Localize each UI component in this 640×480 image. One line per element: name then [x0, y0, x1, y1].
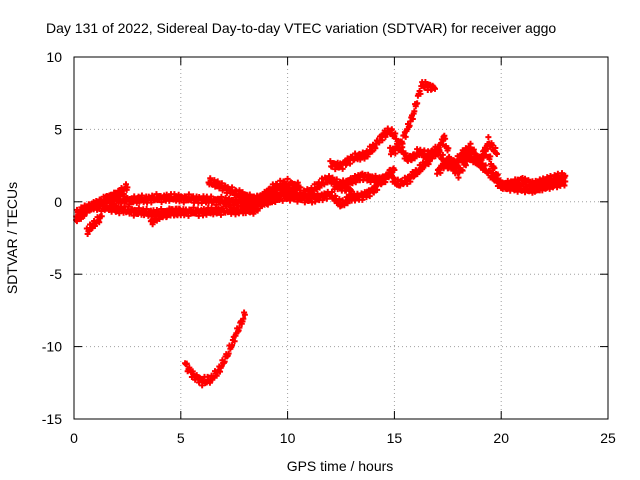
y-tick-label: 10 — [46, 49, 62, 65]
series-track — [182, 309, 248, 389]
series-track — [387, 79, 438, 158]
x-tick-label: 10 — [280, 430, 296, 446]
y-tick-label: 0 — [54, 194, 62, 210]
y-tick-label: 5 — [54, 121, 62, 137]
series-track — [327, 125, 432, 173]
x-tick-label: 0 — [70, 430, 78, 446]
series-track — [440, 132, 500, 174]
x-tick-label: 25 — [600, 430, 616, 446]
data-point-markers — [263, 175, 304, 198]
data-point-markers — [147, 205, 184, 228]
axis-ticks: 0 5 10 15 20 25 -15 -10 -5 0 5 10 — [42, 49, 616, 446]
y-tick-label: -10 — [42, 339, 62, 355]
chart-title: Day 131 of 2022, Sidereal Day-to-day VTE… — [46, 20, 556, 36]
x-tick-label: 5 — [177, 430, 185, 446]
series-sdtvar — [73, 79, 569, 389]
data-point-markers — [103, 191, 248, 210]
data-point-markers — [182, 309, 248, 389]
x-tick-label: 20 — [493, 430, 509, 446]
plot-frame — [73, 56, 609, 420]
series-track — [263, 175, 304, 198]
x-tick-label: 15 — [387, 430, 403, 446]
y-tick-label: -15 — [42, 411, 62, 427]
series-track — [103, 191, 248, 210]
y-axis-label: SDTVAR / TECUs — [4, 182, 20, 294]
series-track — [83, 213, 105, 238]
data-point-markers — [327, 125, 432, 173]
data-point-markers — [83, 213, 105, 238]
y-tick-label: -5 — [50, 266, 63, 282]
data-point-markers — [440, 132, 500, 174]
grid-lines — [74, 57, 608, 419]
data-point-markers — [387, 79, 438, 158]
series-track — [147, 205, 184, 228]
data-series — [73, 79, 569, 389]
x-axis-label: GPS time / hours — [287, 458, 394, 474]
